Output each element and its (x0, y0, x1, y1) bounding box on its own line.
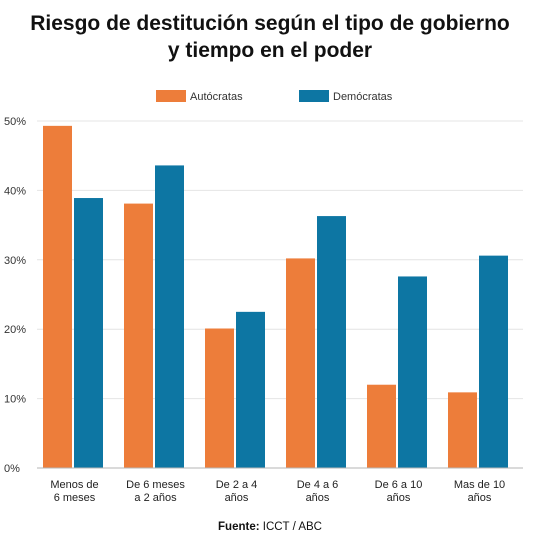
x-tick-label: Mas de 10 (454, 479, 505, 491)
x-tick-label: De 2 a 4 (216, 479, 258, 491)
y-tick-label: 50% (4, 116, 26, 128)
chart-title: Riesgo de destitución según el tipo de g… (0, 10, 540, 64)
y-tick-label: 40% (4, 185, 26, 197)
source-label: Fuente: (218, 521, 260, 533)
bar-autocratas-5 (448, 392, 477, 468)
x-tick-label: años (387, 492, 411, 504)
bar-democratas-3 (317, 216, 346, 468)
y-tick-label: 30% (4, 255, 26, 267)
legend-label-autocratas: Autócratas (190, 91, 243, 103)
y-tick-label: 10% (4, 394, 26, 406)
chart-title-line-1: Riesgo de destitución según el tipo de g… (30, 12, 510, 35)
bar-democratas-5 (479, 255, 508, 468)
legend-swatch-democratas (299, 90, 329, 102)
bar-autocratas-3 (286, 258, 315, 468)
bar-democratas-2 (236, 311, 265, 468)
bar-autocratas-1 (124, 203, 153, 468)
legend-swatch-autocratas (156, 90, 186, 102)
y-tick-label: 20% (4, 324, 26, 336)
x-tick-label: De 4 a 6 (297, 479, 339, 491)
x-tick-label: a 2 años (134, 492, 177, 504)
bar-autocratas-0 (43, 125, 72, 468)
x-tick-label: Menos de (50, 479, 98, 491)
bar-democratas-1 (155, 165, 184, 468)
x-tick-label: De 6 a 10 (375, 479, 423, 491)
legend-label-democratas: Demócratas (333, 91, 393, 103)
x-tick-label: 6 meses (54, 492, 96, 504)
x-tick-label: años (306, 492, 330, 504)
x-tick-label: años (225, 492, 249, 504)
x-tick-label: años (468, 492, 492, 504)
chart-title-line-2: y tiempo en el poder (167, 39, 373, 62)
bar-democratas-0 (74, 198, 103, 468)
y-axis-ticks: 0% 10% 20% 30% 40% 50% (4, 116, 26, 475)
source-value: ICCT / ABC (262, 521, 322, 533)
source-note: Fuente: ICCT / ABC (0, 521, 540, 533)
bar-autocratas-2 (205, 328, 234, 468)
grid-lines (37, 120, 523, 400)
bar-democratas-4 (398, 276, 427, 468)
x-tick-label: De 6 meses (126, 479, 185, 491)
bar-autocratas-4 (367, 384, 396, 468)
y-tick-label: 0% (4, 463, 20, 475)
bars (43, 125, 508, 468)
legend: Autócratas Demócratas (156, 90, 393, 103)
